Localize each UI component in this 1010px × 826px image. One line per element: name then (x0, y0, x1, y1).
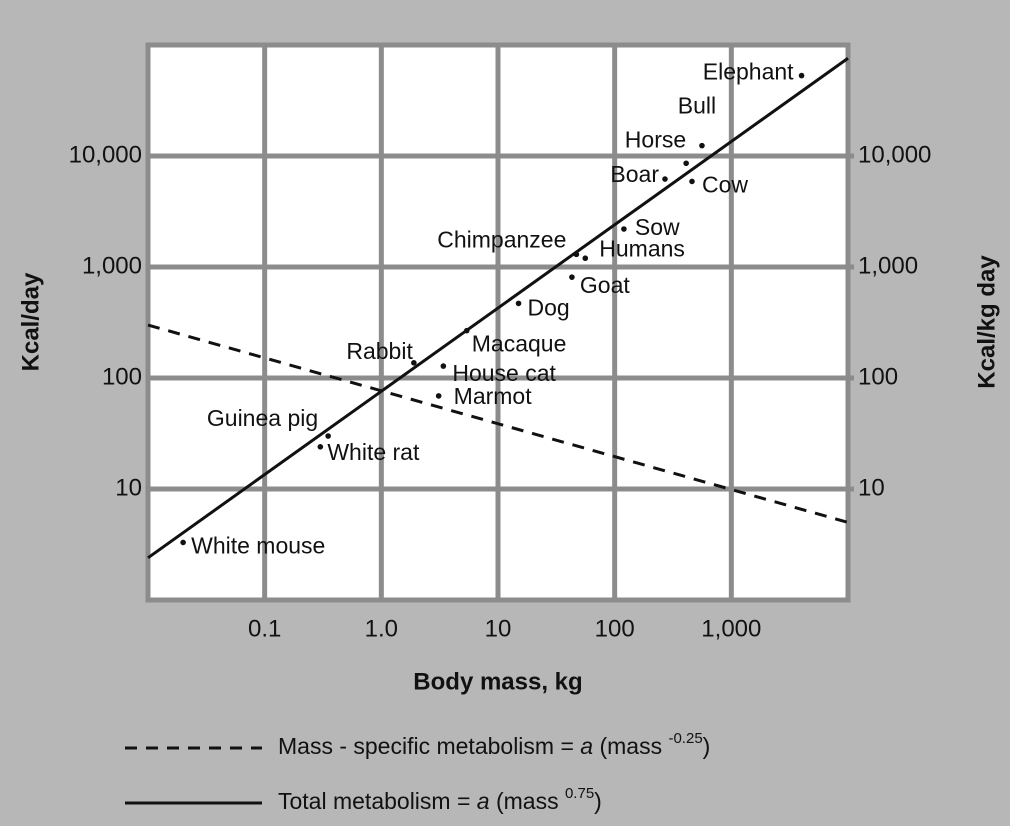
data-point (582, 255, 589, 262)
x-tick-label: 1,000 (701, 615, 761, 642)
data-point (463, 327, 470, 334)
point-label: Boar (610, 161, 659, 187)
point-label: Macaque (472, 331, 567, 357)
y2-tick-label: 100 (858, 363, 898, 390)
data-point (435, 393, 442, 399)
y-tick-label: 10 (115, 474, 142, 501)
data-point (440, 363, 447, 369)
y-tick-label: 10,000 (69, 141, 142, 168)
data-point (573, 251, 580, 258)
grid (148, 45, 848, 600)
y2-axis-label: Kcal/kg day (973, 255, 1000, 389)
point-label: Guinea pig (207, 405, 318, 431)
point-label: Elephant (703, 59, 794, 85)
point-label: Humans (599, 235, 685, 261)
data-point (317, 443, 324, 450)
fit-line (147, 57, 849, 560)
y-tick-label: 1,000 (82, 252, 142, 279)
data-point (569, 274, 575, 280)
data-point (515, 300, 522, 307)
point-label: Sow (635, 214, 680, 240)
x-tick-label: 100 (595, 615, 635, 642)
x-tick-label: 0.1 (248, 615, 281, 642)
data-point (798, 72, 805, 79)
x-tick-label: 1.0 (365, 615, 398, 642)
legend-label: Total metabolism = a (mass 0.75) (278, 785, 602, 814)
point-label: Dog (528, 294, 570, 320)
data-point (699, 142, 705, 149)
x-axis-label: Body mass, kg (413, 668, 582, 695)
point-label: White rat (327, 439, 420, 465)
point-label: Goat (580, 272, 630, 298)
data-point (621, 226, 627, 232)
data-point (180, 539, 186, 546)
point-label: Chimpanzee (437, 226, 566, 252)
y2-tick-label: 1,000 (858, 252, 918, 279)
data-point (683, 160, 689, 167)
fit-line (147, 323, 849, 524)
data-point (325, 433, 331, 439)
x-tick-label: 10 (485, 615, 512, 642)
y-axis-label: Kcal/day (17, 272, 44, 371)
point-label: House cat (452, 360, 556, 386)
point-label: Rabbit (346, 338, 413, 364)
point-label: Horse (625, 126, 686, 152)
point-label: Marmot (454, 383, 533, 409)
point-label: Cow (702, 172, 748, 198)
data-point (411, 360, 417, 366)
point-label: Bull (678, 93, 716, 119)
y-tick-label: 100 (102, 363, 142, 390)
legend-label: Mass - specific metabolism = a (mass -0.… (278, 730, 710, 759)
data-point (662, 176, 668, 182)
y2-tick-label: 10,000 (858, 141, 931, 168)
y2-tick-label: 10 (858, 474, 885, 501)
point-label: White mouse (191, 533, 325, 559)
data-point (689, 178, 695, 185)
